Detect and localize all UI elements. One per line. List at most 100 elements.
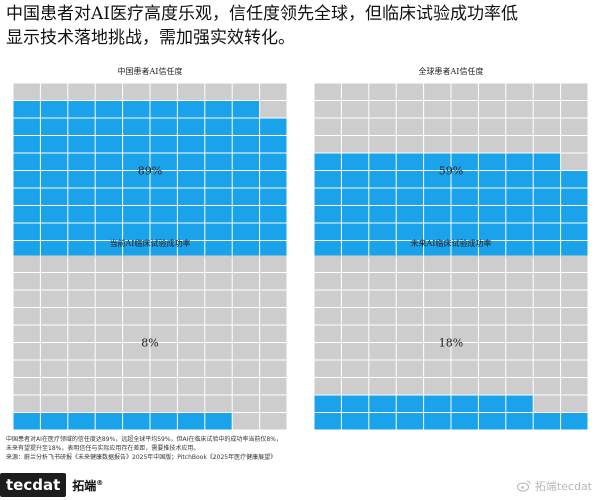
waffle-cell-empty (396, 290, 424, 307)
waffle-cell-empty (424, 290, 451, 307)
headline-line-2: 显示技术落地挑战，需加强实效转化。 (6, 28, 295, 48)
waffle-cell-empty (341, 378, 369, 395)
waffle-cell-empty (533, 83, 561, 100)
waffle-cell-filled (177, 153, 205, 170)
waffle-cell-empty (314, 325, 341, 342)
waffle-cell-empty (478, 136, 506, 153)
waffle-cell-empty (341, 273, 369, 290)
waffle-cell-empty (205, 378, 232, 395)
waffle-cell-empty (177, 378, 205, 395)
waffle-cell-filled (13, 153, 40, 170)
waffle-cell-empty (13, 325, 40, 342)
waffle-cell-empty (561, 343, 588, 360)
waffle-cell-filled (561, 413, 588, 430)
waffle-cell-empty (232, 378, 260, 395)
waffle-cell-filled (506, 171, 533, 188)
waffle-cell-empty (396, 308, 424, 325)
waffle-cell-empty (260, 308, 287, 325)
waffle-cell-filled (123, 101, 150, 118)
waffle-cell-empty (424, 343, 451, 360)
waffle-cell-empty (478, 308, 506, 325)
waffle-cell-filled (341, 171, 369, 188)
waffle-cell-filled (478, 188, 506, 205)
waffle-cell-empty (533, 136, 561, 153)
waffle-cell-empty (260, 325, 287, 342)
waffle-cell-empty (68, 308, 95, 325)
waffle-cell-filled (40, 118, 68, 135)
waffle-cell-filled (95, 206, 123, 223)
waffle-cell-filled (123, 136, 150, 153)
waffle-cell-empty (478, 378, 506, 395)
waffle-chart: 8% (13, 255, 287, 430)
waffle-cell-empty (369, 360, 396, 377)
waffle-cell-filled (260, 153, 287, 170)
waffle-cell-empty (177, 325, 205, 342)
waffle-cell-empty (424, 273, 451, 290)
waffle-cell-filled (95, 171, 123, 188)
waffle-cell-empty (341, 360, 369, 377)
waffle-cell-empty (95, 273, 123, 290)
waffle-cell-empty (13, 378, 40, 395)
waffle-cell-filled (177, 413, 205, 430)
waffle-cell-empty (478, 83, 506, 100)
waffle-cell-filled (13, 223, 40, 240)
waffle-cell-empty (314, 136, 341, 153)
waffle-cell-empty (232, 83, 260, 100)
waffle-cell-empty (341, 255, 369, 272)
waffle-cell-empty (533, 255, 561, 272)
waffle-cell-empty (314, 308, 341, 325)
waffle-cell-empty (506, 136, 533, 153)
waffle-cell-empty (232, 343, 260, 360)
waffle-cell-empty (561, 255, 588, 272)
waffle-cell-empty (95, 308, 123, 325)
waffle-cell-empty (205, 395, 232, 412)
waffle-chart: 89% (13, 83, 287, 258)
waffle-cell-empty (424, 378, 451, 395)
waffle-cell-filled (478, 206, 506, 223)
waffle-cell-filled (150, 206, 177, 223)
waffle-cell-empty (424, 255, 451, 272)
waffle-cell-filled (40, 188, 68, 205)
waffle-cell-filled (95, 413, 123, 430)
waffle-cell-empty (561, 273, 588, 290)
waffle-cell-filled (451, 395, 478, 412)
waffle-cell-filled (40, 171, 68, 188)
waffle-cell-empty (478, 290, 506, 307)
waffle-cell-empty (561, 118, 588, 135)
waffle-cell-filled (68, 206, 95, 223)
waffle-cell-empty (341, 325, 369, 342)
waffle-cell-filled (40, 241, 68, 258)
waffle-cell-filled (205, 413, 232, 430)
waffle-cell-empty (177, 83, 205, 100)
waffle-cell-filled (451, 188, 478, 205)
waffle-cell-empty (314, 83, 341, 100)
waffle-cell-filled (205, 188, 232, 205)
waffle-cell-empty (205, 273, 232, 290)
waffle-cell-filled (506, 153, 533, 170)
waffle-cell-empty (533, 118, 561, 135)
waffle-cell-filled (396, 171, 424, 188)
waffle-cell-filled (260, 188, 287, 205)
waffle-cell-filled (424, 223, 451, 240)
waffle-cell-empty (533, 343, 561, 360)
waffle-cell-filled (341, 223, 369, 240)
waffle-panel-global-trust: 全球患者AI信任度 59% (314, 66, 588, 261)
waffle-cell-empty (341, 290, 369, 307)
waffle-cell-empty (13, 83, 40, 100)
waffle-cell-filled (424, 241, 451, 258)
waffle-cell-empty (561, 153, 588, 170)
waffle-cell-empty (506, 255, 533, 272)
waffle-cell-empty (95, 360, 123, 377)
waffle-cell-empty (68, 290, 95, 307)
waffle-cell-empty (13, 273, 40, 290)
waffle-cell-empty (150, 255, 177, 272)
waffle-cell-empty (533, 273, 561, 290)
waffle-cell-filled (369, 241, 396, 258)
waffle-cell-empty (177, 273, 205, 290)
waffle-cell-empty (561, 83, 588, 100)
waffle-cell-filled (396, 153, 424, 170)
waffle-cell-filled (232, 153, 260, 170)
waffle-cell-empty (232, 325, 260, 342)
waffle-chart: 18% (314, 255, 588, 430)
waffle-cell-empty (478, 325, 506, 342)
